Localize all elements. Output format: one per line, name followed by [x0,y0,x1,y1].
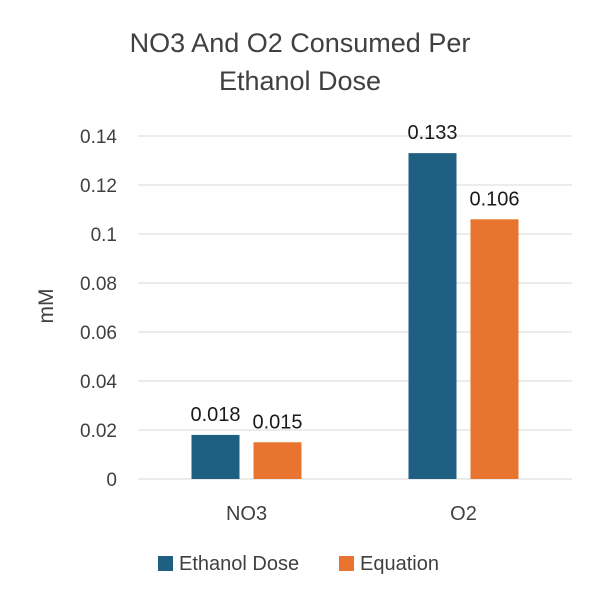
gridlines [138,135,572,480]
y-tick-label: 0.1 [91,225,117,246]
bar-equation-o2 [470,219,519,480]
y-tick-label: 0.08 [80,274,117,295]
bars [191,153,519,480]
legend-swatch-ethanol-dose [158,556,173,571]
chart-title-line-1: NO3 And O2 Consumed Per [130,28,471,58]
data-label: 0.133 [407,122,457,144]
chart-title-line-2: Ethanol Dose [219,66,381,96]
y-tick-label: 0.14 [80,127,117,148]
x-tick-label: NO3 [226,503,267,525]
legend-swatch-equation [339,556,354,571]
x-axis-ticks: NO3 O2 [226,503,477,525]
x-tick-label: O2 [450,503,477,525]
y-tick-label: 0.12 [80,176,117,197]
legend-label: Equation [360,553,439,575]
bar-equation-no3 [253,442,302,479]
y-tick-label: 0 [106,470,117,491]
bar-ethanol-dose-o2 [408,153,457,479]
legend: Ethanol Dose Equation [158,553,439,575]
bar-ethanol-dose-no3 [191,434,240,479]
chart-title: NO3 And O2 Consumed Per Ethanol Dose [130,28,471,96]
data-label: 0.015 [252,411,302,433]
data-label: 0.018 [190,404,240,426]
y-tick-label: 0.02 [80,421,117,442]
y-tick-label: 0.04 [80,372,117,393]
y-axis-label: mM [35,289,58,324]
y-tick-label: 0.06 [80,323,117,344]
y-axis-ticks: 0 0.02 0.04 0.06 0.08 0.1 0.12 0.14 [80,127,117,491]
legend-label: Ethanol Dose [179,553,299,575]
data-label: 0.106 [469,188,519,210]
data-labels: 0.018 0.015 0.133 0.106 [190,122,519,433]
